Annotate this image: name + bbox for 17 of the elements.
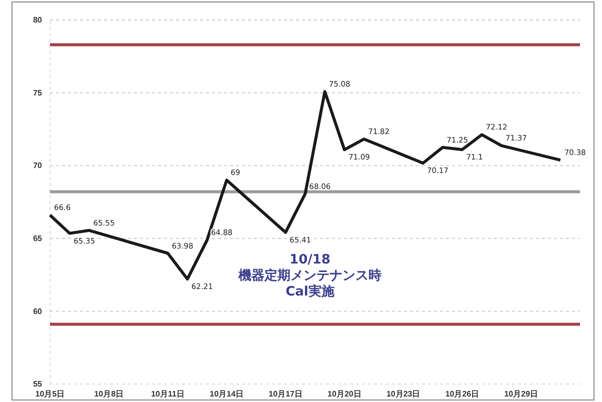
x-tick-label: 10月14日 [210,390,244,399]
x-tick-label: 10月17日 [268,390,302,399]
y-tick-label: 75 [33,88,43,98]
line-series [48,90,562,281]
y-tick-label: 70 [33,161,43,170]
x-tick-label: 10月8日 [94,390,124,399]
x-tick-label: 10月11日 [151,390,184,399]
x-tick-label: 10月29日 [504,390,538,399]
y-tick-label: 55 [33,380,43,389]
y-tick-label: 60 [33,306,43,316]
x-tick-label: 10月26日 [445,390,480,399]
x-tick-label: 10月20日 [328,390,362,399]
y-tick-label: 65 [33,234,43,243]
annotation: 10/18 機器定期メンテナンス時 Cal実施 [238,252,382,300]
y-tick-label: 80 [33,16,43,25]
x-tick-label: 10月5日 [35,390,65,399]
x-tick-label: 10月23日 [386,390,420,399]
